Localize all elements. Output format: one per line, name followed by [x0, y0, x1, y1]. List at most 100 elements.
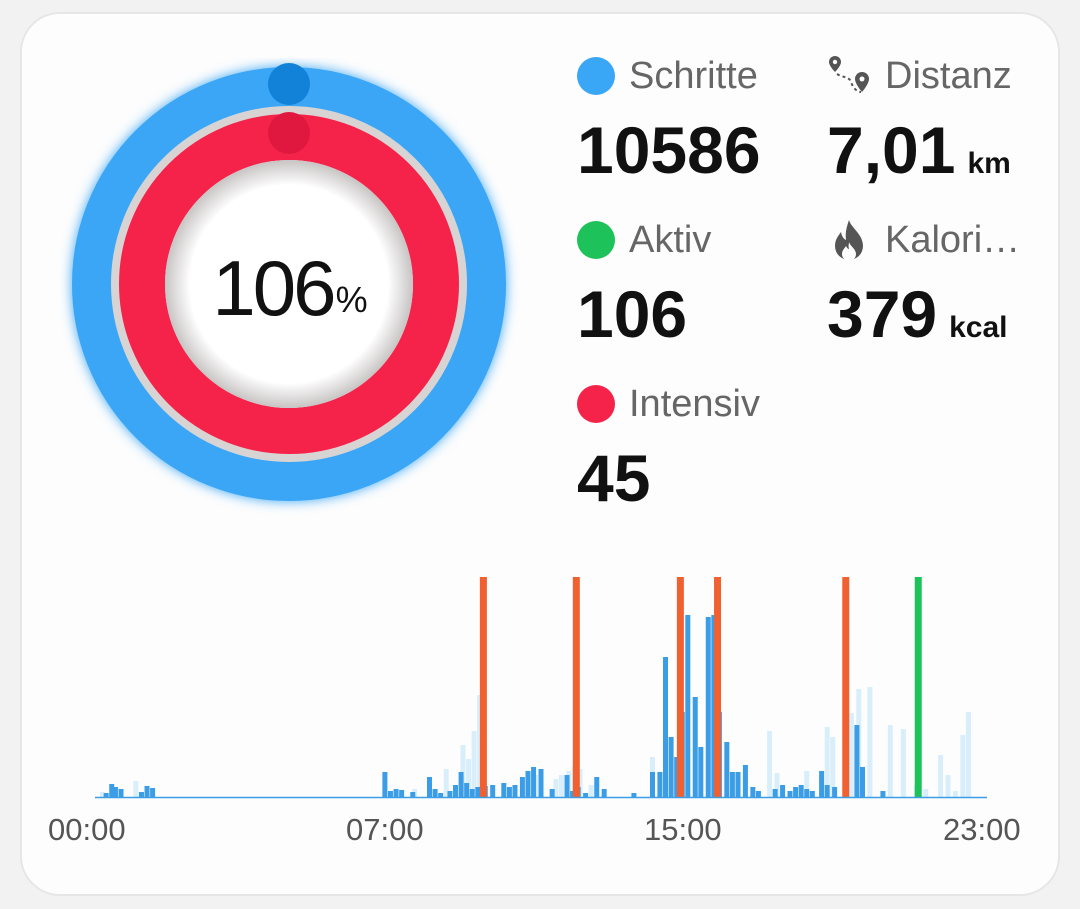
step-bar: [705, 617, 711, 797]
step-bar: [692, 697, 698, 797]
step-bar: [103, 793, 109, 797]
calories-unit: kcal: [949, 311, 1008, 344]
step-bar: [399, 790, 405, 797]
step-bar: [583, 793, 589, 797]
steps-ring-cap: [268, 63, 310, 105]
step-bar: [824, 785, 830, 797]
step-bar: [549, 789, 555, 797]
stat-steps[interactable]: Schritte 10586: [577, 54, 761, 188]
faint-bar: [923, 789, 929, 797]
active-dot-icon: [577, 221, 615, 259]
activity-marker: [676, 577, 684, 797]
step-bar: [501, 783, 507, 797]
step-bar: [469, 789, 475, 797]
faint-bar: [553, 779, 559, 797]
stat-active[interactable]: Aktiv 106: [577, 218, 711, 352]
activity-marker: [914, 577, 922, 797]
ring-center: [165, 160, 413, 408]
intense-label: Intensiv: [629, 382, 760, 425]
activity-marker: [572, 577, 580, 797]
steps-value: 10586: [577, 113, 761, 187]
stat-calories[interactable]: Kalori… 379 kcal: [827, 218, 1020, 352]
step-bar: [698, 747, 704, 797]
step-bar: [832, 787, 838, 797]
step-bar: [755, 791, 761, 797]
distance-unit: km: [967, 147, 1011, 180]
step-bar: [650, 772, 655, 797]
faint-bar: [443, 769, 449, 797]
flame-icon: [835, 220, 863, 261]
faint-bar: [767, 731, 773, 797]
step-bar: [432, 789, 438, 797]
intense-value: 45: [577, 441, 651, 515]
step-bar: [674, 757, 680, 797]
step-bar: [750, 787, 756, 797]
step-bar: [685, 615, 691, 797]
calories-label: Kalori…: [885, 218, 1021, 261]
faint-bar: [938, 755, 944, 797]
step-bar: [663, 657, 669, 797]
intense-ring-cap: [268, 112, 310, 154]
x-tick-2: 15:00: [644, 812, 722, 847]
step-bar: [427, 777, 432, 797]
step-bar: [570, 791, 576, 797]
faint-bar: [824, 727, 830, 797]
step-bar: [490, 785, 496, 797]
faint-bar: [965, 712, 971, 797]
step-bar: [150, 788, 156, 797]
faint-bar: [471, 731, 477, 797]
step-bar: [112, 787, 118, 797]
step-bar: [735, 772, 741, 797]
step-bar: [819, 771, 825, 797]
step-bar: [475, 787, 481, 797]
x-tick-1: 07:00: [346, 812, 424, 847]
step-bar: [138, 792, 144, 797]
faint-bar: [460, 745, 466, 797]
step-bar: [118, 789, 124, 797]
step-bar: [458, 772, 464, 797]
step-bar: [880, 791, 886, 797]
step-bar: [668, 737, 674, 797]
step-bar: [512, 785, 518, 797]
step-bar: [506, 787, 512, 797]
steps-dot-icon: [577, 57, 615, 95]
step-bar: [144, 786, 150, 797]
stat-distance[interactable]: Distanz 7,01 km: [827, 54, 1012, 188]
step-bar: [657, 772, 663, 797]
stat-intense[interactable]: Intensiv 45: [577, 382, 760, 516]
steps-label: Schritte: [629, 54, 758, 97]
faint-bar: [477, 695, 483, 797]
step-bar: [109, 784, 115, 797]
step-bar: [787, 791, 793, 797]
active-label: Aktiv: [629, 218, 712, 261]
faint-bar: [588, 785, 594, 797]
step-bar: [772, 789, 778, 797]
activity-marker: [714, 577, 722, 797]
step-bar: [531, 767, 537, 797]
step-bar: [464, 783, 470, 797]
activity-marker: [842, 577, 850, 797]
step-bar: [742, 765, 748, 797]
faint-bar: [887, 725, 893, 797]
step-bar: [519, 777, 525, 797]
distance-label: Distanz: [885, 54, 1012, 97]
faint-bar: [945, 775, 951, 797]
step-bar: [594, 777, 600, 797]
step-bar: [809, 791, 815, 797]
step-bar: [711, 615, 717, 797]
step-bar: [631, 793, 637, 797]
goal-percent-value: 106: [212, 243, 336, 332]
faint-bar: [952, 791, 958, 797]
activity-rings[interactable]: 106 %: [60, 58, 520, 518]
rings-svg: [72, 63, 506, 501]
faint-bar: [848, 713, 854, 797]
route-pin-icon: [829, 56, 869, 93]
faint-bar: [900, 729, 906, 797]
faint-bar: [960, 735, 966, 797]
calories-value: 379: [827, 277, 938, 351]
step-bar: [724, 742, 730, 797]
step-bar: [447, 791, 453, 797]
goal-percent-unit: %: [335, 279, 368, 320]
active-value: 106: [577, 277, 688, 351]
